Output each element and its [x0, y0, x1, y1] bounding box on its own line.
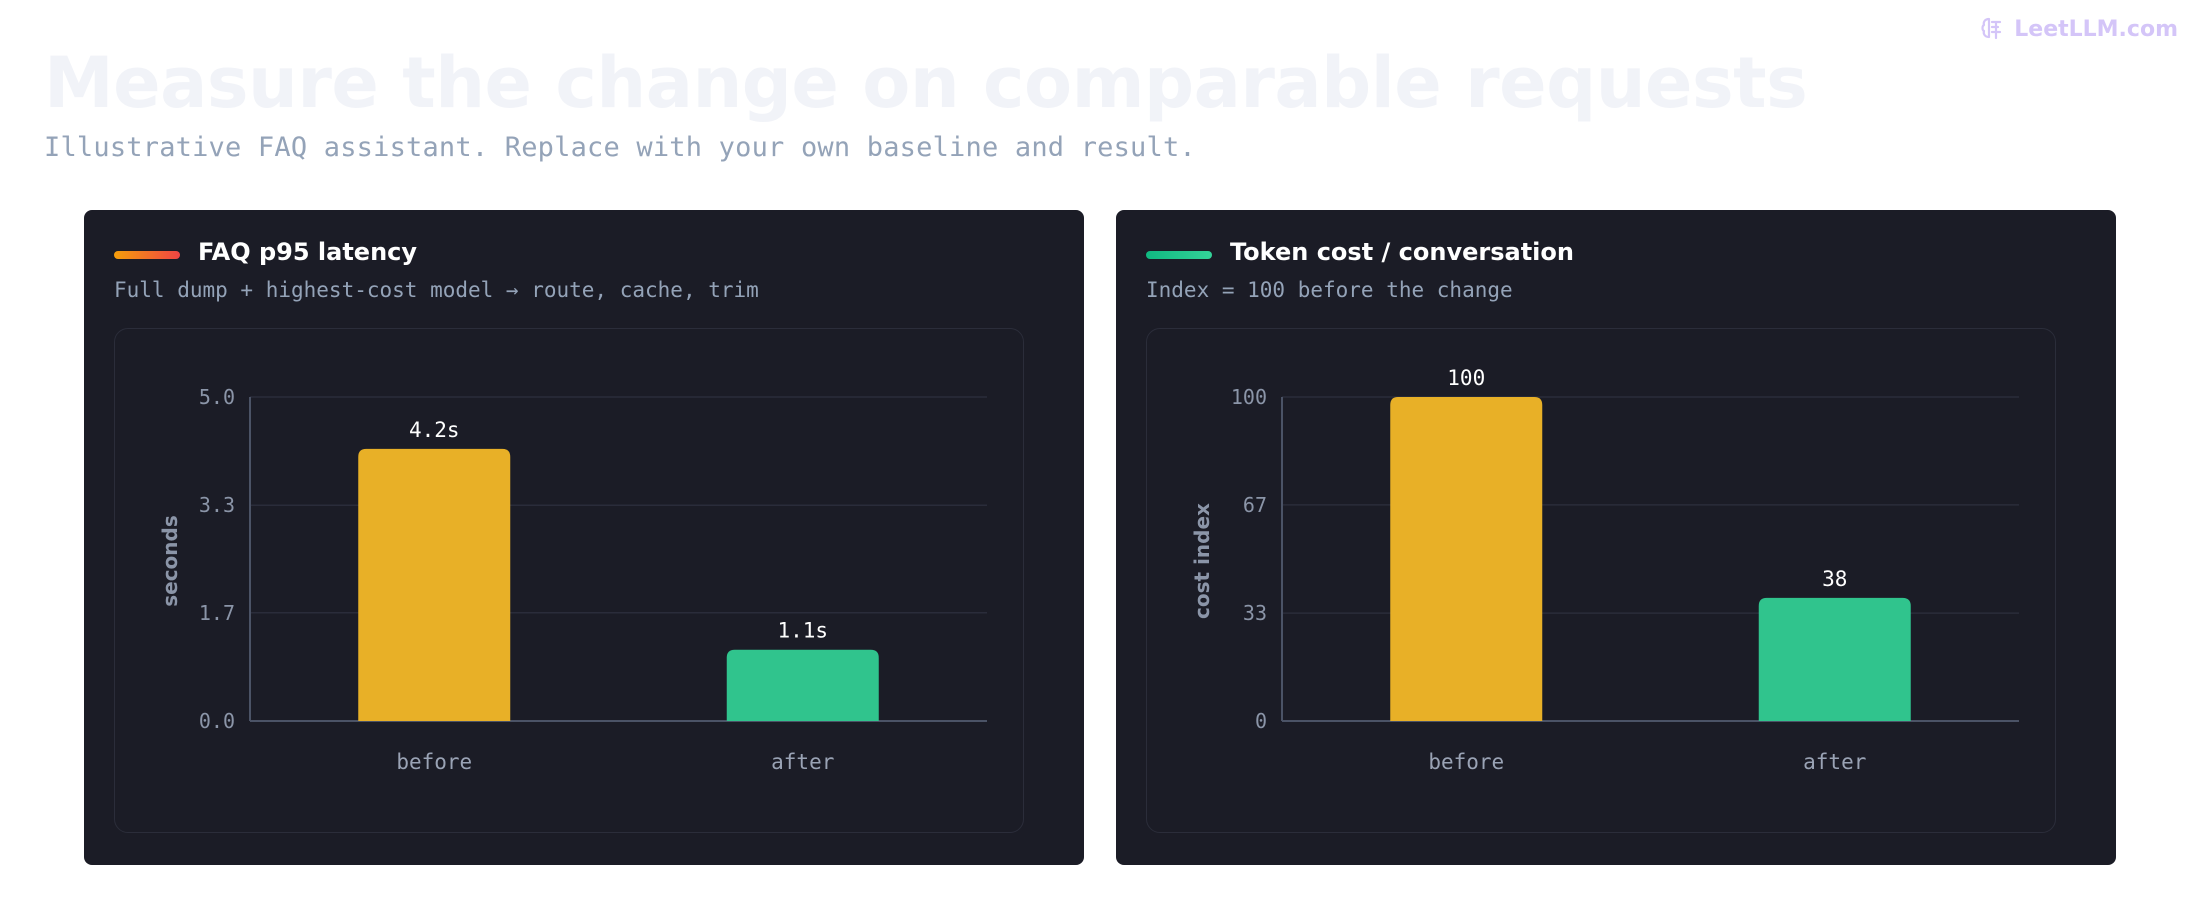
x-category-label: before	[1428, 750, 1504, 774]
x-category-label: after	[771, 750, 834, 774]
panel-subtitle: Index = 100 before the change	[1146, 278, 1513, 302]
panel-accent-bar	[1146, 251, 1212, 259]
bar-before	[1390, 397, 1543, 721]
page-title: Measure the change on comparable request…	[44, 42, 1808, 124]
bar-value-label: 4.2s	[409, 418, 460, 442]
panel-title: Token cost / conversation	[1230, 238, 1574, 266]
y-axis-label: seconds	[158, 515, 182, 607]
y-tick-label: 1.7	[199, 601, 235, 625]
bar-value-label: 1.1s	[777, 619, 828, 643]
bar-after	[726, 649, 879, 721]
latency-panel: FAQ p95 latency Full dump + highest-cost…	[84, 210, 1084, 865]
y-tick-label: 67	[1243, 493, 1267, 517]
y-tick-label: 100	[1231, 385, 1267, 409]
y-tick-label: 5.0	[199, 385, 235, 409]
panel-title: FAQ p95 latency	[198, 238, 418, 266]
panel-subtitle: Full dump + highest-cost model → route, …	[114, 278, 759, 302]
cost-panel: Token cost / conversation Index = 100 be…	[1116, 210, 2116, 865]
latency-chart-box: 0.0 1.7 3.3 5.0 seconds 4.2s before 1.1s after	[114, 328, 1024, 833]
brain-logo-icon	[1981, 17, 2002, 40]
latency-chart: 0.0 1.7 3.3 5.0 seconds 4.2s before 1.1s after	[158, 385, 987, 774]
bar-before	[358, 448, 511, 721]
x-category-label: after	[1803, 750, 1866, 774]
bar-value-label: 100	[1447, 366, 1485, 390]
brand-logo[interactable]: LeetLLM.com	[1980, 16, 2178, 42]
bar-after	[1758, 597, 1911, 721]
y-tick-label: 0	[1255, 709, 1267, 733]
cost-chart: 0 33 67 100 cost index 100 before 38 after	[1190, 366, 2019, 774]
y-tick-label: 0.0	[199, 709, 235, 733]
bar-value-label: 38	[1822, 567, 1847, 591]
y-tick-label: 3.3	[199, 493, 235, 517]
brand-name: LeetLLM.com	[2014, 16, 2178, 42]
panel-accent-bar	[114, 251, 180, 259]
x-category-label: before	[396, 750, 472, 774]
cost-chart-box: 0 33 67 100 cost index 100 before 38 after	[1146, 328, 2056, 833]
page-subtitle: Illustrative FAQ assistant. Replace with…	[44, 132, 1196, 163]
y-axis-label: cost index	[1190, 503, 1214, 619]
y-tick-label: 33	[1243, 601, 1267, 625]
